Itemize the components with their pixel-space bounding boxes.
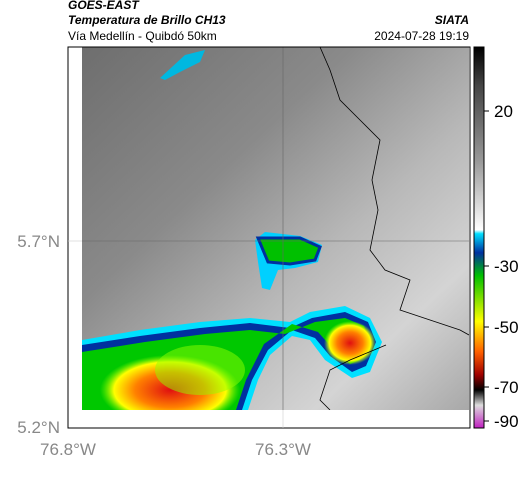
map-frame bbox=[67, 46, 471, 429]
colorbar-ticks: 20 -30 -50 -70 -90 bbox=[484, 102, 519, 431]
lat-label: 5.7°N bbox=[17, 232, 60, 251]
colorbar-label: -30 bbox=[494, 257, 519, 276]
subtitle: Vía Medellín - Quibdó 50km bbox=[68, 29, 217, 43]
timestamp: 2024-07-28 19:19 bbox=[374, 29, 469, 43]
satellite-image bbox=[82, 47, 469, 410]
colorbar-label: -50 bbox=[494, 318, 519, 337]
colorbar-label: 20 bbox=[494, 102, 513, 121]
source: GOES-EAST bbox=[68, 0, 140, 12]
lat-label: 5.2°N bbox=[17, 418, 60, 437]
title: Temperatura de Brillo CH13 bbox=[68, 13, 226, 27]
lon-label: 76.8°W bbox=[40, 440, 96, 459]
brand: SIATA bbox=[435, 13, 469, 27]
colorbar-label: -70 bbox=[494, 378, 519, 397]
lon-label: 76.3°W bbox=[255, 440, 311, 459]
colorbar bbox=[473, 46, 485, 429]
colorbar-label: -90 bbox=[494, 412, 519, 431]
